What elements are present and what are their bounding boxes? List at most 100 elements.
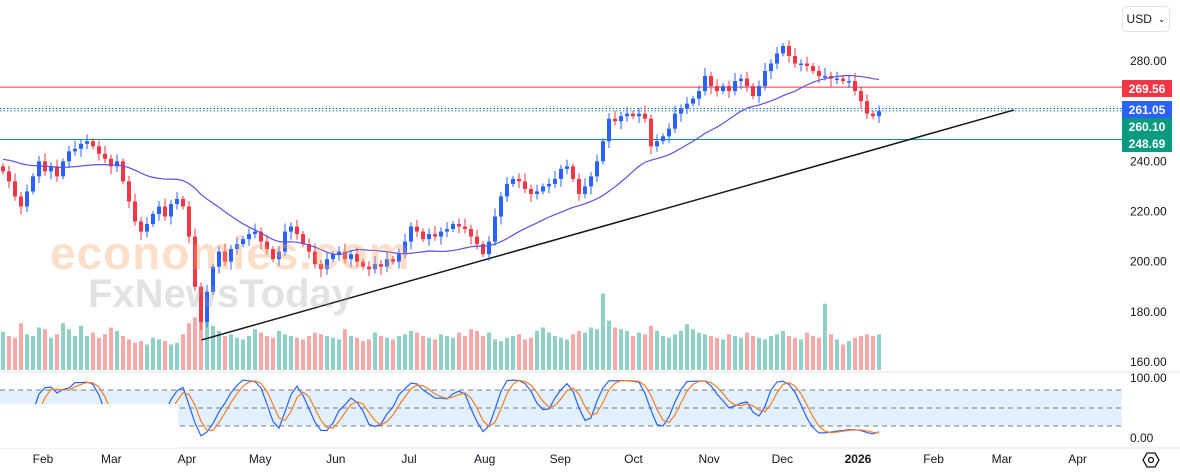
candle (487, 236, 491, 261)
candle (691, 95, 695, 107)
volume-bar (79, 325, 83, 370)
candle (463, 218, 467, 234)
candle (175, 192, 179, 210)
candle (715, 79, 719, 97)
candle (703, 68, 707, 96)
volume-bar (625, 330, 629, 370)
candle (871, 110, 875, 120)
candle (133, 193, 137, 226)
volume-bar (805, 332, 809, 370)
candle (643, 105, 647, 123)
volume-bar (727, 334, 731, 370)
candle-body (667, 128, 671, 137)
y-tick-label: 160.00 (1130, 355, 1167, 369)
volume-bar (97, 337, 101, 370)
candle-body (313, 251, 317, 265)
volume-bar (127, 339, 131, 370)
candle-body (55, 166, 59, 177)
candle-body (385, 259, 389, 267)
volume-bar (403, 334, 407, 370)
volume-bar (109, 327, 113, 370)
candle (835, 71, 839, 85)
currency-selector[interactable]: USD ⌄ (1122, 6, 1170, 32)
volume-bar (637, 332, 641, 370)
candle-body (325, 259, 329, 270)
candle (241, 236, 245, 248)
candle-body (121, 161, 125, 182)
candle (565, 159, 569, 175)
volume-bar (577, 330, 581, 370)
candle (391, 256, 395, 265)
x-tick-label: Mar (992, 452, 1013, 466)
candle-body (91, 141, 95, 147)
candle-body (127, 181, 131, 202)
volume-bar (337, 339, 341, 370)
candle (97, 140, 101, 161)
candle (553, 170, 557, 189)
candle (301, 231, 305, 248)
volume-bar (295, 337, 299, 370)
volume-bar (763, 339, 767, 370)
x-tick-label: Feb (923, 452, 944, 466)
candle-body (817, 71, 821, 77)
volume-bar (307, 336, 311, 370)
volume-bar (259, 332, 263, 370)
volume-bar (853, 337, 857, 370)
candle (217, 246, 221, 274)
volume-bar (781, 330, 785, 370)
candle (103, 145, 107, 164)
y-tick-label: 280.00 (1130, 54, 1167, 68)
candle-body (175, 198, 179, 204)
candle (589, 172, 593, 195)
volume-bar (787, 336, 791, 370)
candle (253, 223, 257, 239)
candle (445, 222, 449, 238)
candle-body (553, 178, 557, 184)
candle (229, 244, 233, 270)
candle-body (25, 191, 29, 207)
candle (733, 73, 737, 96)
candle-body (367, 266, 371, 270)
volume-bar (301, 339, 305, 370)
candle-body (145, 224, 149, 232)
volume-bar (289, 336, 293, 370)
volume-bar (589, 327, 593, 370)
candle (187, 200, 191, 244)
candle-body (151, 214, 155, 225)
candle-body (139, 221, 143, 232)
volume-bar (133, 342, 137, 370)
candle (775, 46, 779, 70)
candle-body (7, 171, 11, 182)
x-tick-label: Oct (624, 452, 643, 466)
candle (637, 108, 641, 123)
candle (745, 71, 749, 92)
volume-bar (19, 323, 23, 370)
candle (265, 234, 269, 255)
candle-body (31, 176, 35, 192)
candle (571, 163, 575, 182)
candle (379, 259, 383, 275)
volume-bar (253, 329, 257, 370)
candle-body (577, 178, 581, 194)
settings-icon[interactable] (1142, 451, 1160, 469)
x-tick-label: Sep (550, 452, 572, 466)
candle-body (277, 251, 281, 260)
y-tick-label: 200.00 (1130, 255, 1167, 269)
candle (673, 105, 677, 133)
candle (157, 200, 161, 221)
candle-body (349, 254, 353, 260)
candle (397, 248, 401, 269)
volume-bar (685, 324, 689, 370)
volume-bar (691, 329, 695, 370)
x-tick-label: Nov (698, 452, 719, 466)
candle-body (157, 206, 161, 215)
volume-bar (61, 323, 65, 370)
volume-bar (445, 336, 449, 370)
candle-body (319, 264, 323, 270)
candle (841, 75, 845, 85)
candle (667, 123, 671, 144)
volume-bar (157, 339, 161, 370)
candle-body (571, 166, 575, 179)
candle (439, 227, 443, 245)
